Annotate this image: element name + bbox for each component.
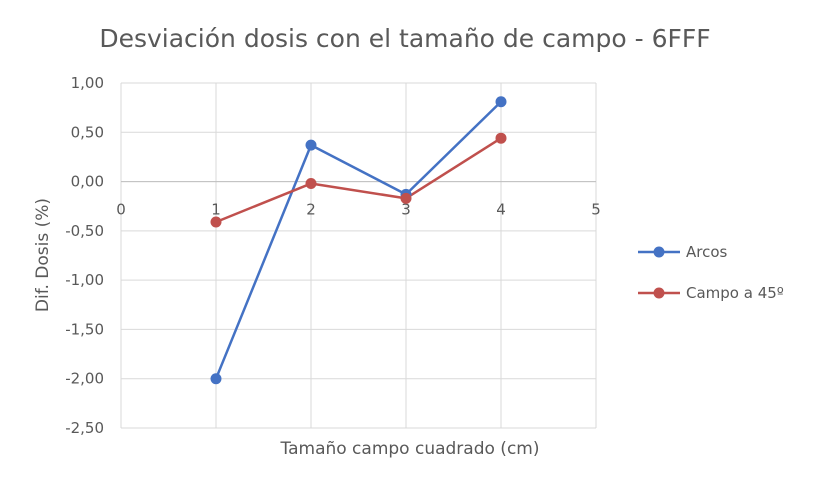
x-axis-label: Tamaño campo cuadrado (cm)	[280, 439, 540, 459]
x-tick-label: 4	[496, 201, 506, 219]
y-axis-tick-labels: 1,00 0,50 0,00 -0,50 -1,00 -1,50 -2,00 -2,50	[65, 74, 104, 437]
x-tick-label: 0	[116, 201, 126, 219]
y-tick-label: 1,00	[71, 74, 104, 92]
y-tick-label: 0,50	[71, 123, 104, 141]
series-2-point	[305, 178, 317, 190]
series-2-point	[495, 132, 507, 144]
chart-title: Desviación dosis con el tamaño de campo …	[99, 24, 710, 53]
gridlines	[120, 82, 597, 429]
series-group	[210, 96, 507, 385]
legend-marker	[653, 246, 665, 258]
y-tick-label: -2,50	[65, 419, 104, 437]
y-tick-label: -2,00	[65, 370, 104, 388]
legend-marker	[653, 287, 665, 299]
x-tick-label: 1	[211, 201, 221, 219]
x-tick-label: 2	[306, 201, 316, 219]
series-1-point	[210, 373, 222, 385]
legend: Arcos Campo a 45º	[638, 243, 784, 302]
x-tick-label: 3	[401, 201, 411, 219]
y-tick-label: -1,00	[65, 271, 104, 289]
y-axis-label: Dif. Dosis (%)	[33, 198, 53, 312]
legend-label: Campo a 45º	[686, 284, 784, 302]
legend-label: Arcos	[686, 243, 728, 261]
x-axis-tick-labels: 0 1 2 3 4 5	[116, 201, 601, 219]
series-2-point	[400, 192, 412, 204]
y-tick-label: -0,50	[65, 222, 104, 240]
series-1-point	[495, 96, 507, 108]
series-line-1	[214, 100, 502, 380]
series-1-point	[305, 139, 317, 151]
series-line-2	[215, 137, 502, 224]
series-2-point	[210, 216, 222, 228]
y-tick-label: 0,00	[71, 173, 104, 191]
x-tick-label: 5	[591, 201, 601, 219]
y-tick-label: -1,50	[65, 320, 104, 338]
